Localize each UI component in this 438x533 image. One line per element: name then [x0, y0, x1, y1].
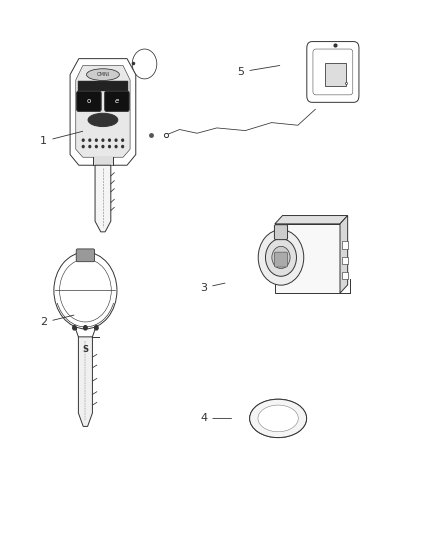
FancyBboxPatch shape	[313, 49, 353, 95]
FancyBboxPatch shape	[274, 252, 287, 267]
Circle shape	[95, 146, 97, 148]
Circle shape	[89, 146, 91, 148]
Circle shape	[73, 326, 76, 330]
Circle shape	[95, 326, 98, 330]
Circle shape	[258, 230, 304, 285]
Ellipse shape	[86, 69, 119, 80]
Text: 2: 2	[40, 315, 74, 327]
FancyBboxPatch shape	[77, 91, 101, 111]
Circle shape	[122, 146, 124, 148]
FancyBboxPatch shape	[105, 91, 129, 111]
Polygon shape	[95, 165, 111, 232]
Circle shape	[272, 246, 290, 269]
Text: 1: 1	[40, 131, 83, 146]
Polygon shape	[76, 66, 130, 157]
Ellipse shape	[258, 405, 298, 432]
FancyBboxPatch shape	[275, 224, 340, 293]
Text: 3: 3	[200, 283, 225, 293]
Circle shape	[84, 326, 87, 330]
Circle shape	[82, 146, 84, 148]
FancyBboxPatch shape	[325, 63, 346, 86]
Text: o: o	[87, 98, 91, 104]
Polygon shape	[340, 215, 348, 293]
Polygon shape	[78, 337, 92, 426]
Circle shape	[102, 146, 104, 148]
Circle shape	[122, 139, 124, 141]
FancyBboxPatch shape	[78, 81, 128, 91]
Polygon shape	[275, 215, 348, 224]
Circle shape	[109, 146, 110, 148]
Ellipse shape	[88, 114, 118, 127]
Circle shape	[102, 139, 104, 141]
Text: OMNI: OMNI	[96, 72, 110, 77]
Circle shape	[89, 139, 91, 141]
Circle shape	[82, 139, 84, 141]
FancyBboxPatch shape	[76, 249, 95, 262]
FancyBboxPatch shape	[342, 272, 348, 279]
FancyBboxPatch shape	[342, 241, 348, 249]
FancyBboxPatch shape	[274, 225, 287, 240]
Polygon shape	[70, 59, 136, 165]
Ellipse shape	[250, 399, 307, 438]
Text: S: S	[82, 345, 88, 353]
Circle shape	[95, 139, 97, 141]
Text: e: e	[115, 98, 119, 104]
FancyBboxPatch shape	[307, 42, 359, 102]
Text: 4: 4	[200, 414, 232, 423]
Circle shape	[115, 139, 117, 141]
Circle shape	[265, 239, 297, 276]
FancyBboxPatch shape	[342, 256, 348, 264]
Circle shape	[109, 139, 110, 141]
Text: 5: 5	[237, 66, 280, 77]
Circle shape	[115, 146, 117, 148]
